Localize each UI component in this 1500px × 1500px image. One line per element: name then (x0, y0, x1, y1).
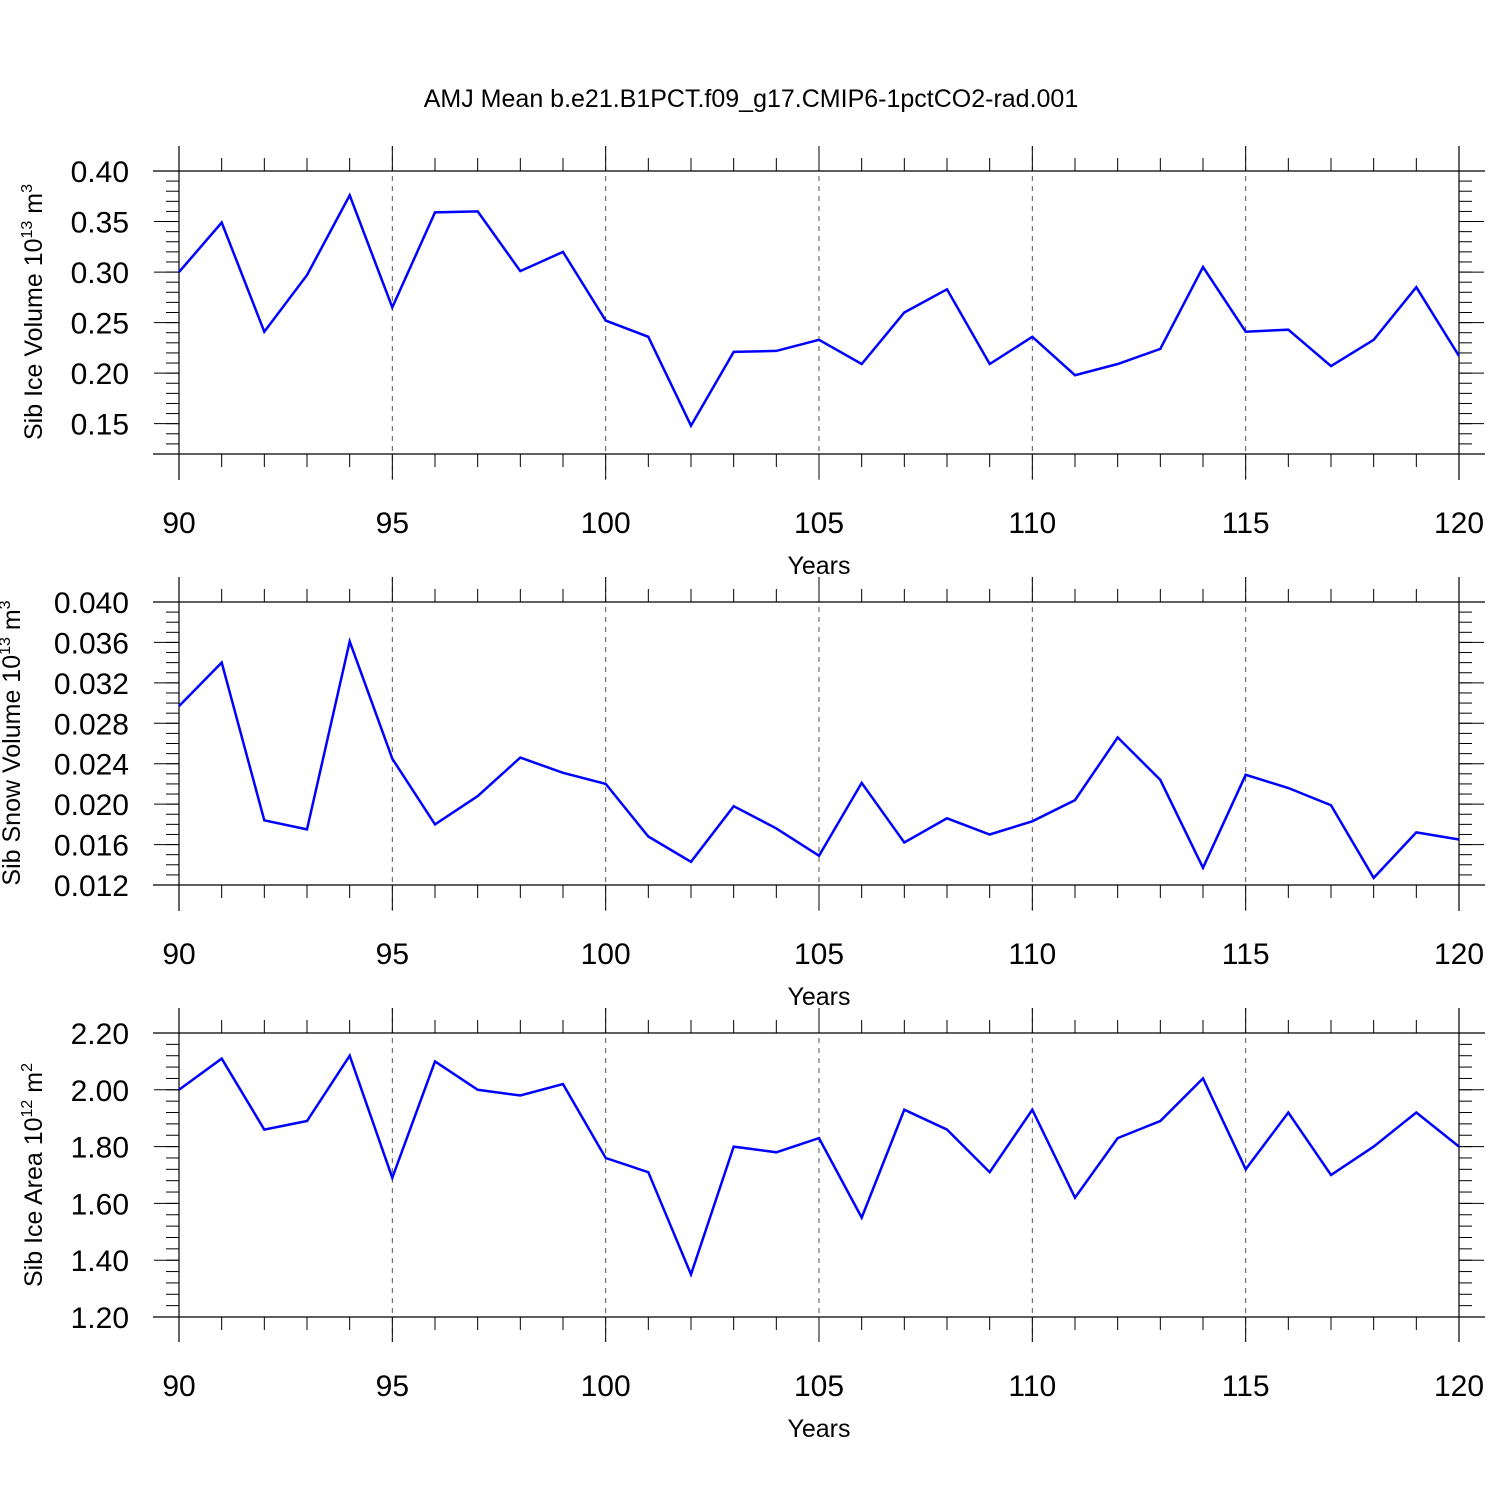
panel-ice-volume: 90 95 100 105 110 115 120 Years 0.15 0.20 0.25 0.30… (19, 146, 1485, 580)
x-tick-label: 115 (1222, 507, 1270, 540)
x-axis-title: Years (787, 983, 850, 1011)
y-tick-label: 0.032 (54, 668, 129, 701)
y-tick-label: 1.80 (71, 1132, 129, 1165)
y-tick-label: 2.00 (71, 1075, 129, 1108)
x-tick-label: 100 (581, 938, 631, 971)
x-tick-label: 110 (1008, 1370, 1056, 1403)
x-tick-label: 120 (1434, 938, 1484, 971)
x-tick-label: 110 (1008, 507, 1056, 540)
x-tick-label: 100 (581, 1370, 631, 1403)
x-tick-label: 105 (794, 507, 844, 540)
x-tick-label: 95 (376, 507, 409, 540)
panel-snow-volume: 90 95 100 105 110 115 120 Years 0.012 0.016 0.020 0… (0, 577, 1485, 1011)
x-tick-label: 110 (1008, 938, 1056, 971)
x-tick-label: 105 (794, 1370, 844, 1403)
x-tick-label: 120 (1434, 507, 1484, 540)
y-tick-label: 0.25 (71, 308, 129, 341)
y-tick-label: 0.028 (54, 708, 129, 741)
x-tick-label: 105 (794, 938, 844, 971)
y-axis-title: Sib Snow Volume 1013 m3 (0, 600, 26, 885)
y-tick-label: 0.40 (71, 156, 129, 189)
y-tick-label: 2.20 (71, 1018, 129, 1051)
x-axis-title: Years (787, 1415, 850, 1443)
chart-title: AMJ Mean b.e21.B1PCT.f09_g17.CMIP6-1pctC… (424, 85, 1079, 113)
y-tick-label: 1.40 (71, 1245, 129, 1278)
x-tick-label: 115 (1222, 1370, 1270, 1403)
x-tick-label: 95 (376, 1370, 409, 1403)
x-tick-label: 90 (162, 938, 195, 971)
x-axis-title: Years (787, 552, 850, 580)
series-line (178, 1052, 1460, 1278)
x-tick-label: 100 (581, 507, 631, 540)
y-tick-label: 0.016 (54, 830, 129, 863)
y-tick-label: 0.15 (71, 409, 129, 442)
y-tick-label: 0.040 (54, 587, 129, 620)
y-axis-title: Sib Ice Volume 1013 m3 (19, 184, 48, 440)
series-line (178, 636, 1460, 880)
y-tick-label: 0.036 (54, 627, 129, 660)
y-tick-label: 1.20 (71, 1302, 129, 1335)
x-tick-label: 90 (162, 1370, 195, 1403)
x-tick-label: 115 (1222, 938, 1270, 971)
panel-ice-area: 90 95 100 105 110 115 120 Years 1.20 1.40 1.60 1.80… (19, 1008, 1485, 1443)
y-tick-label: 0.024 (54, 749, 129, 782)
y-tick-label: 1.60 (71, 1188, 129, 1221)
series-line (178, 192, 1461, 429)
x-tick-label: 120 (1434, 1370, 1484, 1403)
y-axis-title: Sib Ice Area 1012 m2 (19, 1063, 48, 1287)
y-tick-label: 0.020 (54, 789, 129, 822)
y-tick-label: 0.012 (54, 870, 129, 903)
y-tick-label: 0.20 (71, 358, 129, 391)
x-tick-label: 95 (376, 938, 409, 971)
y-tick-label: 0.30 (71, 257, 129, 290)
y-tick-label: 0.35 (71, 207, 129, 240)
x-tick-label: 90 (162, 507, 195, 540)
